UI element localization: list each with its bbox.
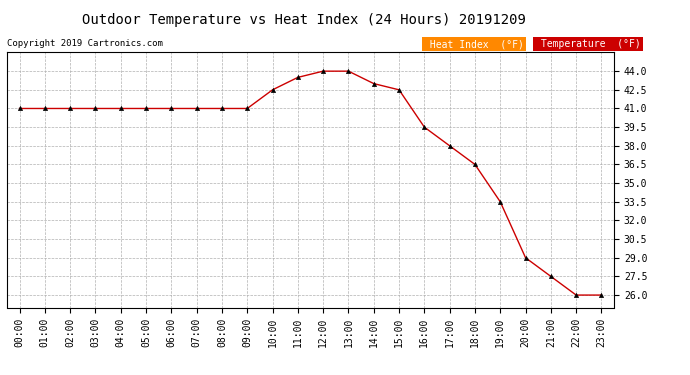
Text: Heat Index  (°F): Heat Index (°F) [424, 39, 524, 50]
Text: Outdoor Temperature vs Heat Index (24 Hours) 20191209: Outdoor Temperature vs Heat Index (24 Ho… [81, 13, 526, 27]
Text: Copyright 2019 Cartronics.com: Copyright 2019 Cartronics.com [7, 39, 163, 48]
Text: Temperature  (°F): Temperature (°F) [535, 39, 640, 50]
